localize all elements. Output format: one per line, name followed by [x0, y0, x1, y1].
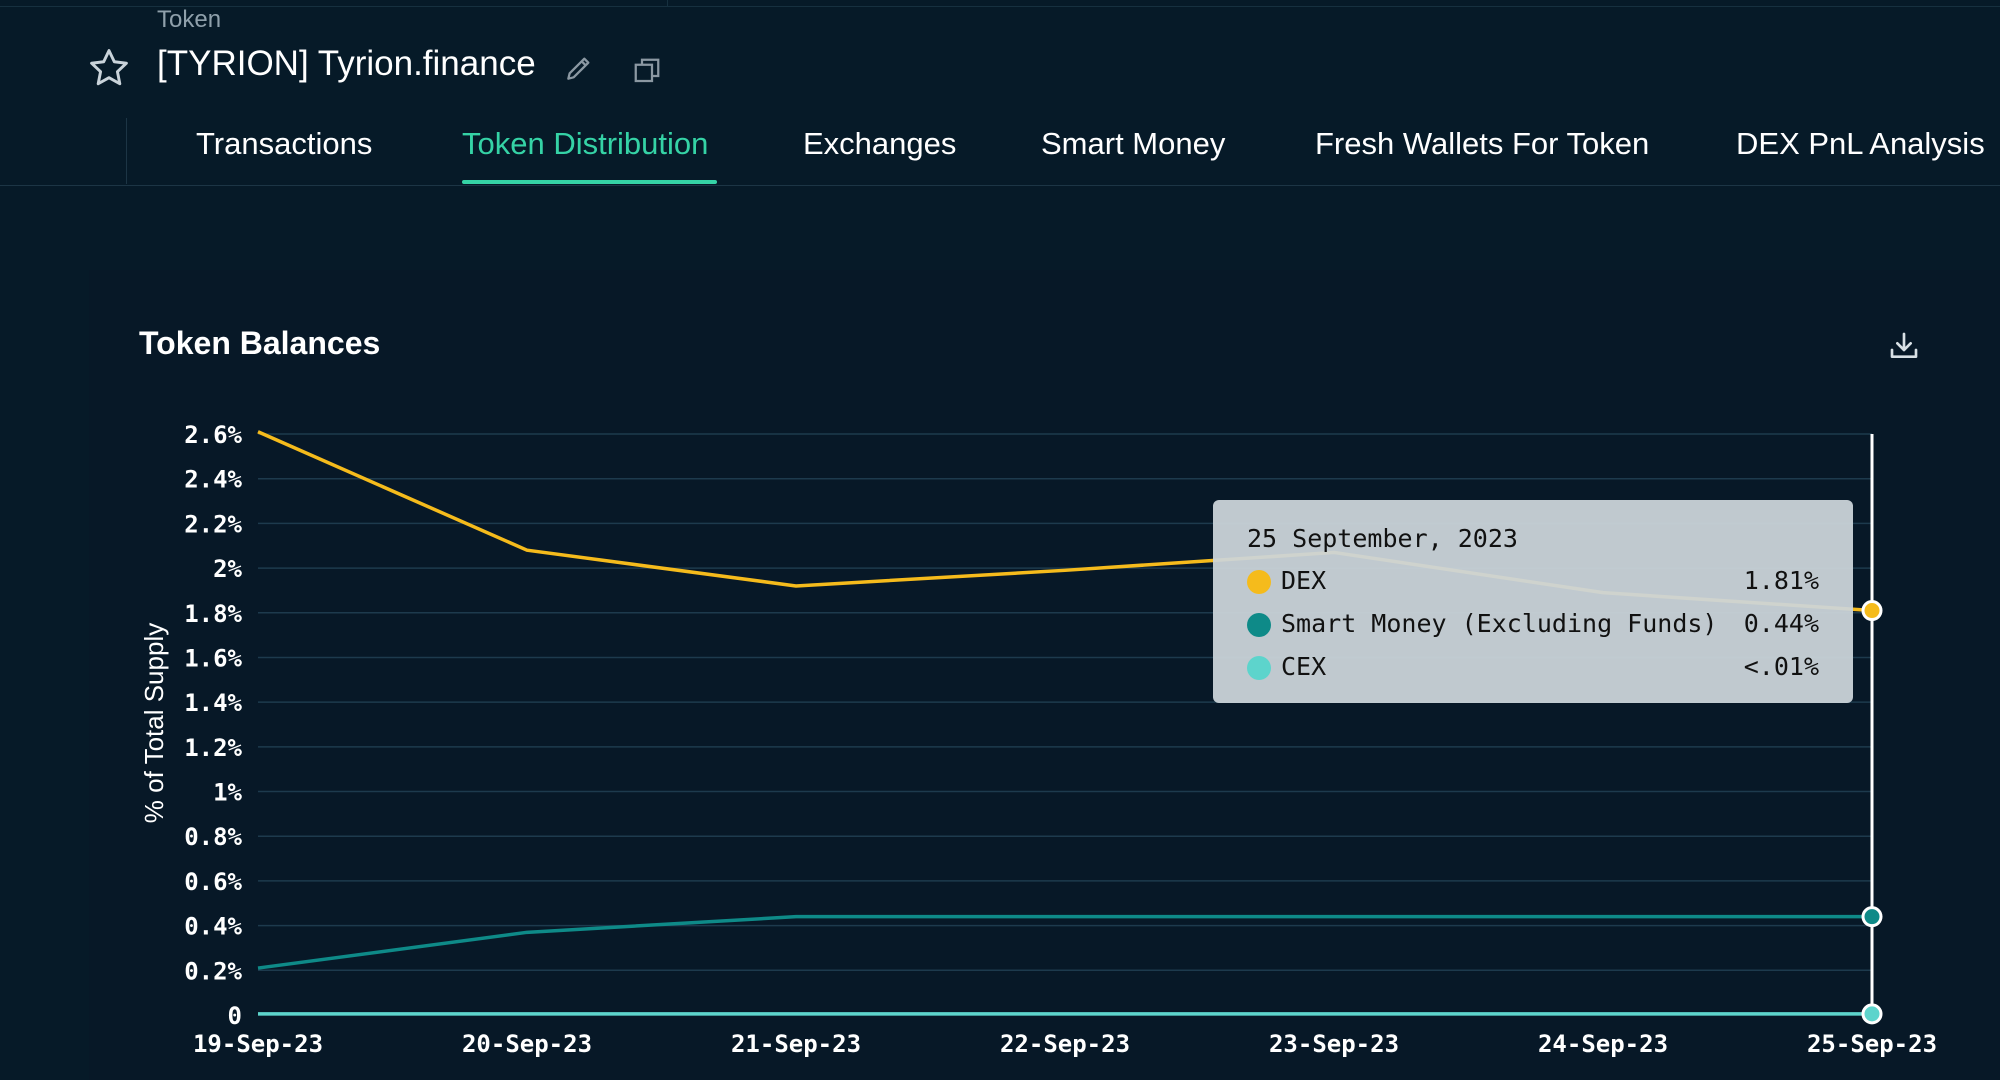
- tooltip-series-value: <.01%: [1743, 652, 1819, 681]
- tooltip-series-name: CEX: [1281, 652, 1327, 681]
- tooltip-row-cex: CEX <.01%: [1247, 652, 1819, 684]
- y-tick-label: 0.8%: [184, 823, 242, 851]
- copy-icon[interactable]: [632, 56, 662, 86]
- y-tick-label: 1.6%: [184, 644, 242, 672]
- x-tick-label: 24-Sep-23: [1538, 1030, 1668, 1058]
- chart-tooltip: 25 September, 2023 DEX 1.81% Smart Money…: [1213, 500, 1853, 703]
- page-title: [TYRION] Tyrion.finance: [157, 44, 536, 83]
- y-tick-label: 1.4%: [184, 689, 242, 717]
- tab-smart-money[interactable]: Smart Money: [1041, 126, 1226, 161]
- tooltip-date: 25 September, 2023: [1247, 524, 1518, 553]
- tab-exchanges[interactable]: Exchanges: [803, 126, 957, 161]
- hover-marker-dex: [1861, 600, 1883, 622]
- y-tick-label: 1.8%: [184, 600, 242, 628]
- y-axis-title: % of Total Supply: [139, 623, 169, 823]
- x-tick-label: 19-Sep-23: [193, 1030, 323, 1058]
- tab-transactions[interactable]: Transactions: [196, 126, 373, 161]
- breadcrumb: Token: [157, 6, 222, 33]
- legend-dot-dex: [1247, 570, 1271, 594]
- top-divider-tick: [667, 0, 668, 6]
- x-tick-label: 22-Sep-23: [1000, 1030, 1130, 1058]
- hover-markers: [1861, 600, 1883, 1025]
- tabs-divider: [126, 118, 127, 184]
- tooltip-series-name: DEX: [1281, 566, 1327, 595]
- tooltip-series-value: 1.81%: [1743, 566, 1819, 595]
- y-tick-label: 0.4%: [184, 913, 242, 941]
- y-tick-label: 2.2%: [184, 510, 242, 538]
- x-tick-labels: 19-Sep-23 20-Sep-23 21-Sep-23 22-Sep-23 23-S…: [193, 1030, 1937, 1058]
- x-tick-label: 25-Sep-23: [1807, 1030, 1937, 1058]
- legend-dot-cex: [1247, 656, 1271, 680]
- star-icon[interactable]: [87, 46, 131, 90]
- active-tab-indicator: [462, 180, 717, 184]
- download-icon[interactable]: [1888, 330, 1920, 362]
- hover-marker-cex: [1861, 1003, 1883, 1025]
- tooltip-row-smart-money: Smart Money (Excluding Funds) 0.44%: [1247, 609, 1819, 641]
- y-tick-label: 0.2%: [184, 957, 242, 985]
- tooltip-series-value: 0.44%: [1743, 609, 1819, 638]
- y-tick-label: 1%: [213, 779, 242, 807]
- x-tick-label: 20-Sep-23: [462, 1030, 592, 1058]
- tabs-bottom-divider: [0, 185, 2000, 186]
- tab-token-distribution[interactable]: Token Distribution: [462, 126, 709, 161]
- tab-fresh-wallets[interactable]: Fresh Wallets For Token: [1315, 126, 1650, 161]
- y-tick-labels: 0 0.2% 0.4% 0.6% 0.8% 1% 1.2% 1.4% 1.6% 1.8% 2% 2.2…: [184, 421, 242, 1030]
- tooltip-row-dex: DEX 1.81%: [1247, 566, 1819, 598]
- card-title: Token Balances: [139, 325, 381, 361]
- y-tick-label: 0: [228, 1002, 242, 1030]
- x-tick-label: 23-Sep-23: [1269, 1030, 1399, 1058]
- y-tick-label: 2.6%: [184, 421, 242, 449]
- y-tick-label: 1.2%: [184, 734, 242, 762]
- y-tick-label: 2%: [213, 555, 242, 583]
- x-tick-label: 21-Sep-23: [731, 1030, 861, 1058]
- series-line-smart-money: [257, 914, 1872, 970]
- top-divider: [0, 6, 2000, 7]
- y-tick-label: 2.4%: [184, 466, 242, 494]
- hover-marker-smart-money: [1861, 906, 1883, 928]
- tooltip-series-name: Smart Money (Excluding Funds): [1281, 609, 1718, 638]
- y-tick-label: 0.6%: [184, 868, 242, 896]
- pencil-icon[interactable]: [563, 52, 595, 84]
- tab-dex-pnl-analysis[interactable]: DEX PnL Analysis: [1736, 126, 1985, 161]
- legend-dot-smart-money: [1247, 613, 1271, 637]
